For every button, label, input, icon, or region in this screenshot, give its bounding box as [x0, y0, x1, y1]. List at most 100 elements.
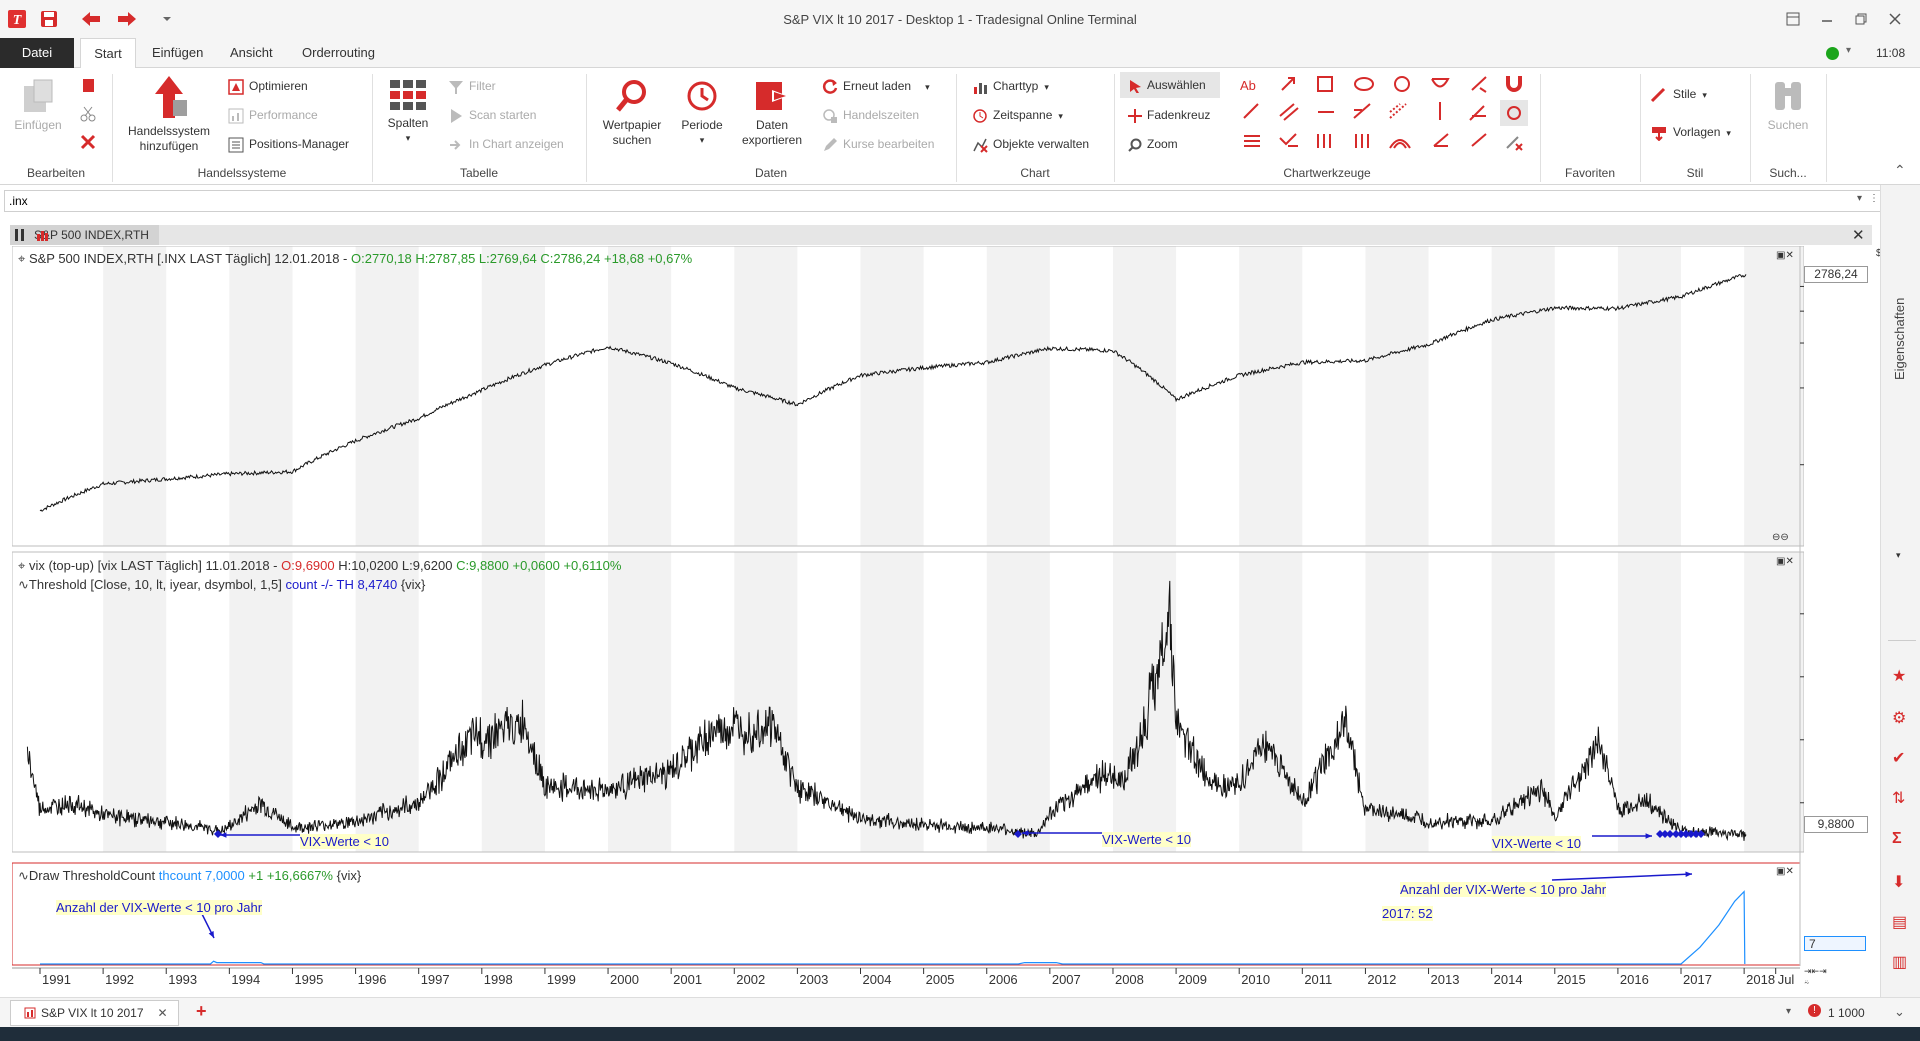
expand-icon[interactable]: ⌄: [1894, 1004, 1905, 1019]
chart-area[interactable]: 2500,002000,001500,001000,00500,0080,000…: [11, 245, 1882, 987]
snap-toggle-icon[interactable]: [1500, 100, 1528, 126]
annotation-count-right[interactable]: Anzahl der VIX-Werte < 10 pro Jahr: [1400, 882, 1607, 897]
check-icon[interactable]: ✔: [1892, 750, 1906, 767]
side-panel-arrow-icon[interactable]: ▾: [1896, 550, 1901, 560]
app-logo-icon[interactable]: T: [6, 8, 28, 30]
einfuegen-button[interactable]: Einfügen: [8, 78, 68, 133]
wertpapier-suchen-button[interactable]: Wertpapier suchen: [594, 78, 670, 148]
vorlagen-button[interactable]: Vorlagen ▾: [1650, 122, 1731, 142]
desktop-tab[interactable]: S&P VIX lt 10 2017 ✕: [10, 1000, 179, 1026]
star-icon[interactable]: ★: [1892, 668, 1907, 685]
count-pane-buttons[interactable]: ▣✕: [1776, 866, 1794, 877]
x-tick-label: 2009: [1178, 972, 1207, 986]
binoculars-icon: [1775, 82, 1801, 110]
spalten-button[interactable]: Spalten ▾: [380, 78, 436, 146]
cut-icon[interactable]: [80, 106, 96, 125]
maximize-icon[interactable]: [1850, 8, 1872, 30]
suchen-button[interactable]: Suchen: [1756, 78, 1820, 133]
x-tick-label: 1991: [42, 972, 71, 986]
vix-below-10-marker: [1682, 830, 1690, 838]
close-window-icon[interactable]: [1884, 8, 1906, 30]
tab-start[interactable]: Start: [80, 38, 136, 69]
tab-ansicht[interactable]: Ansicht: [230, 45, 273, 60]
status-bar: S&P VIX lt 10 2017 ✕ + ▾ ! 1 1000 ⌄: [0, 997, 1920, 1028]
alert-icon[interactable]: !: [1808, 1004, 1821, 1017]
status-dropdown-icon[interactable]: ▾: [1786, 1006, 1792, 1017]
positions-manager-button[interactable]: Positions-Manager: [228, 134, 349, 154]
eigenschaften-tab[interactable]: Eigenschaften: [1892, 297, 1907, 380]
chart-bar-icon[interactable]: ▥: [1892, 954, 1908, 971]
annotation-count-left[interactable]: Anzahl der VIX-Werte < 10 pro Jahr: [56, 900, 263, 915]
magnet-icon[interactable]: [1504, 74, 1524, 97]
annotation-arrow-count-right-head: [1685, 871, 1692, 877]
collapse-ribbon-icon[interactable]: ⌃: [1894, 162, 1906, 178]
notes-icon[interactable]: ▤: [1892, 914, 1908, 931]
handelssystem-hinzufuegen-button[interactable]: Handelssystem hinzufügen: [124, 74, 214, 154]
download-icon[interactable]: ⬇: [1892, 874, 1906, 891]
tab-einfuegen[interactable]: Einfügen: [152, 45, 204, 60]
symbol-dropdown-icon[interactable]: ▾: [1857, 193, 1863, 204]
spx-pane-buttons[interactable]: ▣✕: [1776, 250, 1794, 261]
zeitspanne-button[interactable]: Zeitspanne ▾: [972, 105, 1063, 125]
delete-icon[interactable]: [80, 134, 96, 153]
sum-icon[interactable]: Σ: [1892, 830, 1902, 847]
in-chart-anzeigen-button[interactable]: In Chart anzeigen: [448, 134, 564, 154]
zoom-reset-icon[interactable]: ⊖⊖: [1772, 532, 1789, 543]
minimize-icon[interactable]: [1816, 8, 1838, 30]
fadenkreuz-button[interactable]: Fadenkreuz: [1128, 105, 1210, 125]
tab-datei[interactable]: Datei: [0, 38, 74, 68]
vix-pane-header[interactable]: ⌖ vix (top-up) [vix LAST Täglich] 11.01.…: [18, 558, 621, 574]
chart-tab[interactable]: S&P 500 INDEX,RTH: [10, 225, 159, 245]
remove-drawings-icon[interactable]: [1504, 132, 1524, 155]
year-band: [1239, 246, 1303, 546]
tab-orderrouting[interactable]: Orderrouting: [302, 45, 375, 60]
os-taskbar: [0, 1027, 1920, 1041]
charttyp-button[interactable]: Charttyp ▾: [972, 76, 1049, 96]
back-arrow-icon[interactable]: [80, 8, 102, 30]
vix-pane-buttons[interactable]: ▣✕: [1776, 556, 1794, 567]
separator: [112, 74, 113, 182]
close-desktop-tab-icon[interactable]: ✕: [157, 1006, 168, 1020]
kurse-bearbeiten-button[interactable]: Kurse bearbeiten: [822, 134, 934, 154]
gear-icon[interactable]: ⚙: [1892, 710, 1907, 727]
erneut-laden-button[interactable]: Erneut laden ▾: [822, 76, 930, 96]
spx-title: S&P 500 INDEX,RTH [.INX LAST Täglich] 12…: [28, 251, 348, 266]
vorlagen-label: Vorlagen: [1673, 125, 1721, 139]
symbol-menu-icon[interactable]: ⋮: [1869, 193, 1879, 204]
forward-arrow-icon[interactable]: [116, 8, 138, 30]
save-icon[interactable]: [38, 8, 60, 30]
restore-layout-icon[interactable]: [1782, 8, 1804, 30]
performance-button[interactable]: Performance: [228, 105, 318, 125]
objekte-verwalten-button[interactable]: Objekte verwalten: [972, 134, 1089, 154]
close-chart-icon[interactable]: ✕: [1852, 227, 1865, 244]
threshold-indicator-header[interactable]: ∿Threshold [Close, 10, lt, iyear, dsymbo…: [18, 577, 425, 593]
scan-starten-label: Scan starten: [469, 108, 537, 122]
annotation-vix-below-10-1998[interactable]: VIX-Werte < 10: [300, 834, 389, 849]
count-pane-header[interactable]: ∿Draw ThresholdCount thcount 7,0000 +1 +…: [18, 868, 361, 884]
add-desktop-icon[interactable]: +: [196, 1001, 207, 1021]
spx-pane-header[interactable]: ⌖ S&P 500 INDEX,RTH [.INX LAST Täglich] …: [18, 251, 692, 267]
sort-icon[interactable]: ⇅: [1892, 790, 1906, 807]
zoom-button[interactable]: Zoom: [1128, 134, 1178, 154]
copy-icon[interactable]: [80, 78, 96, 97]
annotation-vix-below-10-2006[interactable]: VIX-Werte < 10: [1102, 832, 1191, 847]
x-tick-label: 2005: [926, 972, 955, 986]
symbol-input[interactable]: [7, 192, 1851, 210]
annotation-vix-below-10-2017[interactable]: VIX-Werte < 10: [1492, 836, 1581, 851]
year-band: [1491, 246, 1555, 546]
optimieren-button[interactable]: Optimieren: [228, 76, 308, 96]
scan-starten-button[interactable]: Scan starten: [448, 105, 536, 125]
vix-open: O:9,6900: [281, 558, 335, 573]
daten-exportieren-button[interactable]: Daten exportieren: [736, 78, 808, 148]
filter-button[interactable]: Filter: [448, 76, 496, 96]
stile-button[interactable]: Stile ▾: [1650, 84, 1707, 104]
annotation-count-2017[interactable]: 2017: 52: [1382, 906, 1433, 921]
status-dropdown-icon[interactable]: ▾: [1846, 45, 1852, 56]
x-tick-label: 2008: [1115, 972, 1144, 986]
axis-scroll-icons[interactable]: ⇥⇤⇥ ⍨: [1804, 966, 1827, 987]
pause-icon[interactable]: [14, 228, 28, 245]
customize-dropdown-icon[interactable]: [156, 8, 178, 30]
handelszeiten-button[interactable]: Handelszeiten: [822, 105, 919, 125]
periode-button[interactable]: Periode ▾: [672, 78, 732, 148]
auswaehlen-button[interactable]: Auswählen: [1120, 72, 1220, 98]
